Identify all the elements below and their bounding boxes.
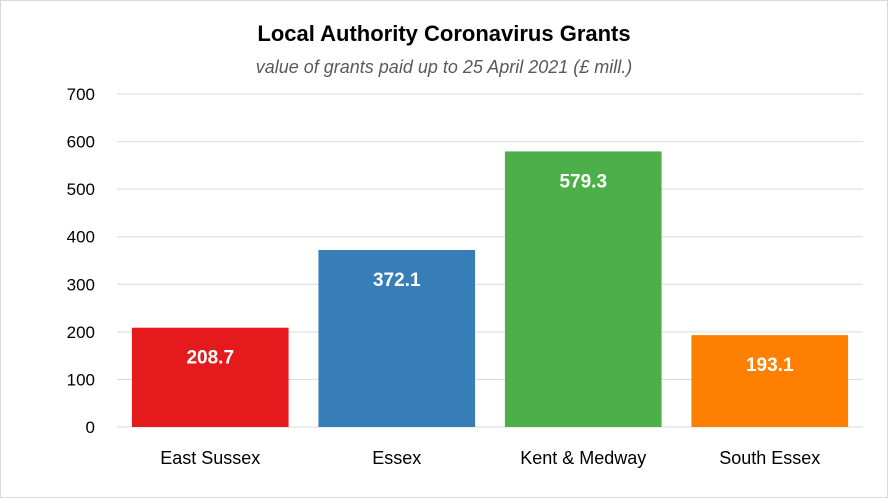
x-tick-label: Essex [372,448,421,468]
y-tick-label: 200 [67,323,95,342]
y-tick-label: 0 [86,418,95,437]
y-tick-label: 100 [67,370,95,389]
bar [318,249,476,427]
bar [131,327,289,427]
y-tick-label: 300 [67,275,95,294]
chart-subtitle: value of grants paid up to 25 April 2021… [255,57,633,77]
data-label: 579.3 [559,171,607,192]
data-label: 208.7 [186,348,234,369]
y-tick-label: 500 [67,180,95,199]
bar [691,335,849,427]
y-tick-label: 700 [67,85,95,104]
chart-title: Local Authority Coronavirus Grants [257,21,631,46]
x-tick-label: Kent & Medway [520,448,646,468]
bar [504,151,662,428]
x-tick-label: East Sussex [160,448,260,468]
data-label: 193.1 [746,355,794,376]
y-tick-label: 400 [67,228,95,247]
y-tick-label: 600 [67,133,95,152]
data-label: 372.1 [373,270,421,291]
x-tick-label: South Essex [719,448,820,468]
